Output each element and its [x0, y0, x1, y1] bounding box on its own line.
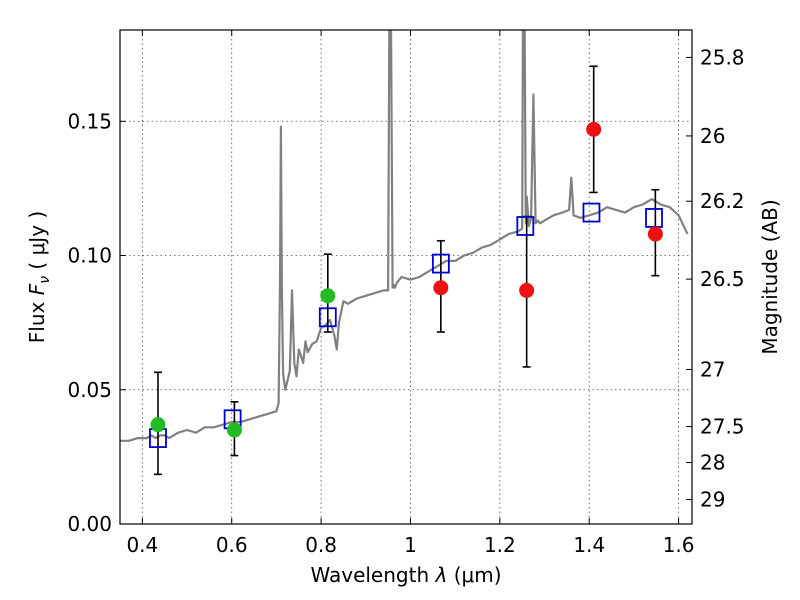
x-axis-ticks: 0.4 0.6 0.8 1 1.2 1.4 1.6 — [126, 30, 695, 557]
y2-tick-label: 25.8 — [700, 45, 745, 69]
y-tick-label: 0.10 — [67, 244, 112, 268]
plot-area — [120, 30, 689, 476]
observed-nir-point — [519, 282, 535, 298]
y-tick-label: 0.05 — [67, 378, 112, 402]
y2-tick-label: 28 — [700, 450, 725, 474]
observed-nir-point — [433, 280, 449, 296]
y2-axis-ticks: 25.8 26 26.2 26.5 27 27.5 28 29 — [686, 45, 745, 512]
y-axis-title: Flux Fν ( μJy ) — [25, 211, 53, 343]
y2-axis-title: Magnitude (AB) — [758, 199, 782, 354]
x-tick-label: 1.2 — [484, 533, 516, 557]
x-tick-label: 0.4 — [126, 533, 158, 557]
observed-optical-point — [150, 417, 166, 433]
model-photometry-square — [431, 253, 450, 274]
plot-frame — [119, 29, 693, 525]
y-axis-ticks: 0.00 0.05 0.10 0.15 — [67, 109, 126, 536]
y2-tick-label: 27.5 — [700, 415, 745, 439]
y-tick-label: 0.00 — [67, 512, 112, 536]
observed-nir-point — [586, 121, 602, 137]
x-axis-title: Wavelength λ (μm) — [310, 563, 501, 587]
sed-model-line — [120, 30, 689, 442]
x-tick-label: 1.6 — [663, 533, 695, 557]
model-photometry-square — [516, 216, 535, 236]
grid-lines — [120, 30, 692, 525]
y2-tick-label: 26 — [700, 124, 725, 148]
model-photometry-square — [318, 307, 337, 328]
x-tick-label: 0.8 — [305, 533, 337, 557]
y2-tick-label: 27 — [700, 358, 725, 382]
model-photometry-square — [582, 202, 601, 223]
model-photometry-square — [645, 208, 663, 228]
observed-nir-point — [647, 226, 663, 242]
observed-optical-point — [226, 422, 242, 438]
observed-optical-point — [320, 288, 336, 304]
x-tick-label: 1.4 — [573, 533, 605, 557]
y2-tick-label: 29 — [700, 488, 725, 512]
y-tick-label: 0.15 — [67, 109, 112, 133]
x-tick-label: 0.6 — [216, 533, 248, 557]
x-tick-label: 1 — [404, 533, 417, 557]
y2-tick-label: 26.2 — [700, 189, 745, 213]
y2-tick-label: 26.5 — [700, 267, 745, 291]
